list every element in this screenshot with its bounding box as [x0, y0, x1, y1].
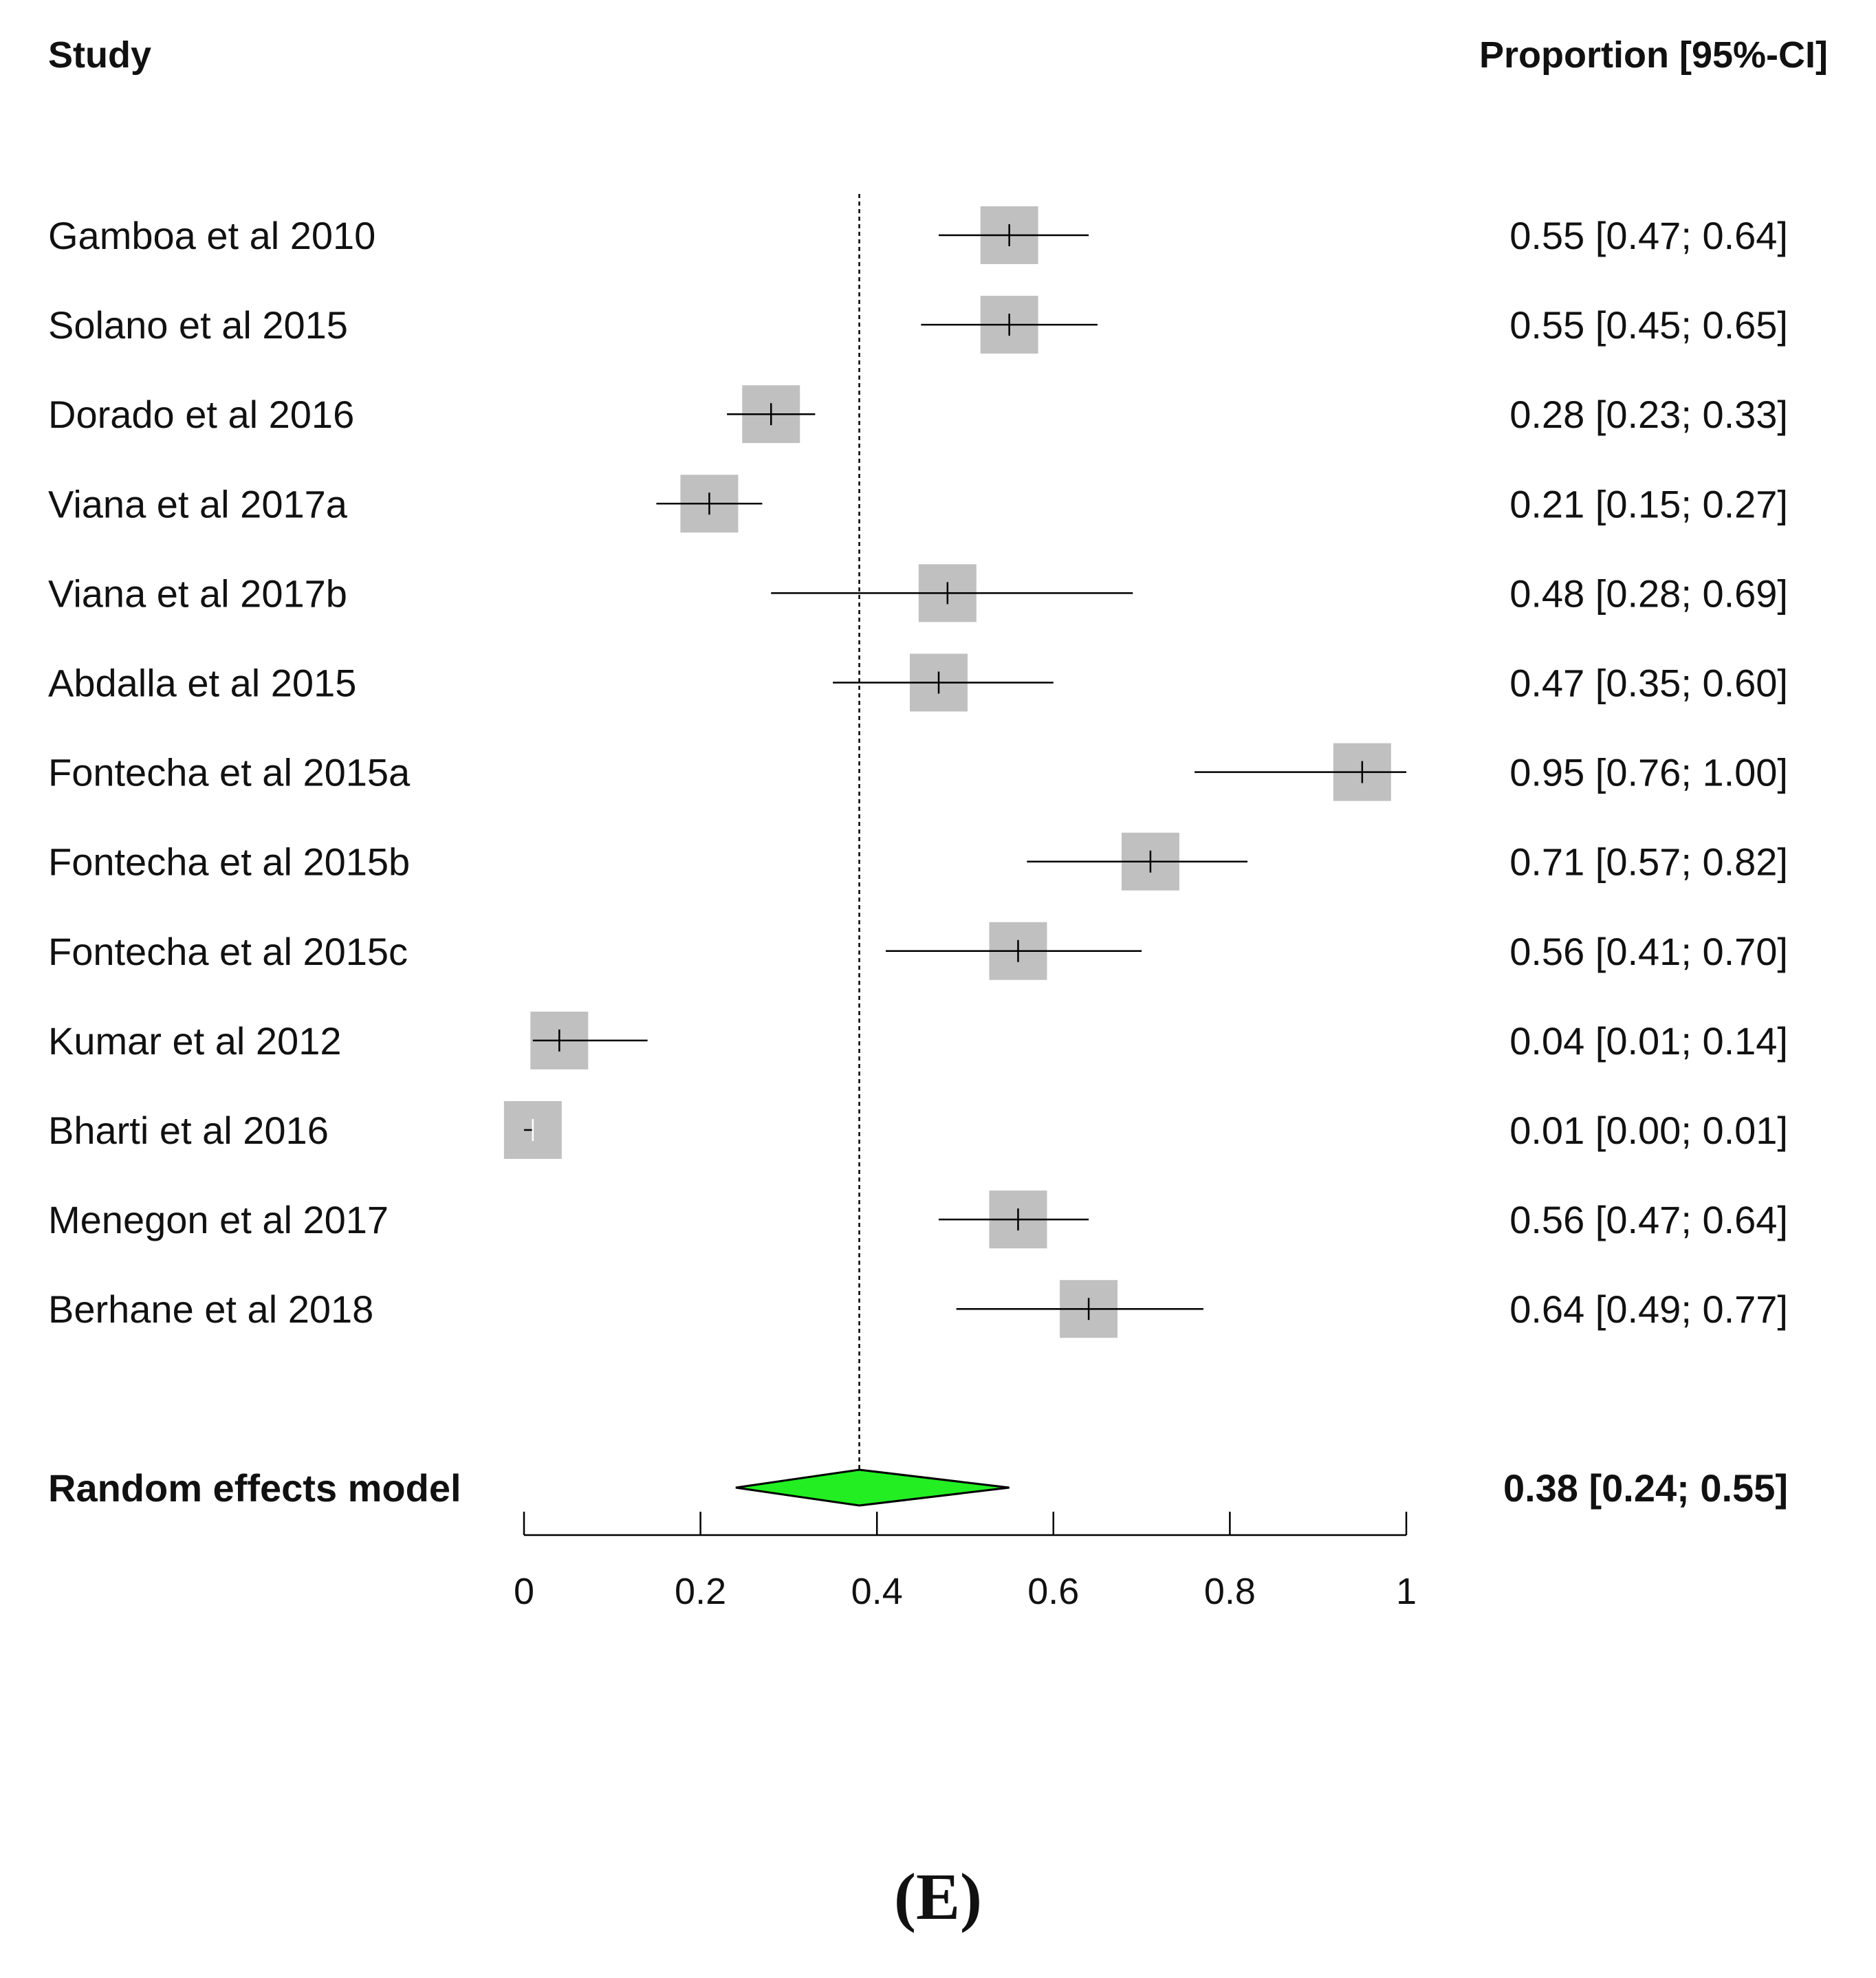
- study-row: Fontecha et al 2015c 0.56 [0.41; 0.70]: [48, 922, 1788, 980]
- study-label: Abdalla et al 2015: [48, 662, 356, 705]
- pooled-diamond: [735, 1468, 1010, 1507]
- study-label: Dorado et al 2016: [48, 393, 354, 436]
- study-label: Fontecha et al 2015c: [48, 930, 408, 973]
- axis-tick-label: 0: [514, 1571, 534, 1612]
- header-study: Study: [48, 34, 151, 76]
- study-row: Fontecha et al 2015b 0.71 [0.57; 0.82]: [48, 832, 1788, 891]
- study-ci-text: 0.95 [0.76; 1.00]: [1509, 751, 1788, 794]
- study-ci-text: 0.64 [0.49; 0.77]: [1509, 1287, 1788, 1331]
- header-proportion: Proportion [95%-CI]: [1479, 34, 1828, 76]
- study-ci-text: 0.48 [0.28; 0.69]: [1509, 572, 1788, 615]
- study-label: Fontecha et al 2015a: [48, 751, 411, 794]
- axis-tick-label: 0.4: [851, 1571, 903, 1612]
- panel-label: (E): [894, 1860, 982, 1933]
- study-ci-text: 0.28 [0.23; 0.33]: [1509, 393, 1788, 436]
- study-label: Solano et al 2015: [48, 303, 348, 347]
- axis-tick-label: 1: [1396, 1571, 1417, 1612]
- study-rows: Gamboa et al 2010 0.55 [0.47; 0.64] Solano…: [48, 206, 1788, 1338]
- axis-tick-label: 0.6: [1027, 1571, 1079, 1612]
- study-ci-text: 0.56 [0.41; 0.70]: [1509, 930, 1788, 973]
- study-ci-text: 0.71 [0.57; 0.82]: [1509, 840, 1788, 884]
- study-label: Berhane et al 2018: [48, 1287, 373, 1331]
- pooled-label: Random effects model: [48, 1466, 461, 1510]
- study-row: Berhane et al 2018 0.64 [0.49; 0.77]: [48, 1280, 1788, 1338]
- axis-tick-label: 0.2: [675, 1571, 726, 1612]
- study-row: Dorado et al 2016 0.28 [0.23; 0.33]: [48, 385, 1788, 444]
- study-label: Viana et al 2017b: [48, 572, 347, 615]
- study-ci-text: 0.01 [0.00; 0.01]: [1509, 1109, 1788, 1152]
- x-axis: 0 0.2 0.4 0.6 0.8 1: [514, 1512, 1417, 1612]
- pooled-ci-text: 0.38 [0.24; 0.55]: [1503, 1466, 1788, 1510]
- study-ci-text: 0.04 [0.01; 0.14]: [1509, 1019, 1788, 1063]
- study-label: Kumar et al 2012: [48, 1019, 341, 1063]
- study-row: Fontecha et al 2015a 0.95 [0.76; 1.00]: [48, 743, 1788, 801]
- study-ci-text: 0.55 [0.45; 0.65]: [1509, 303, 1788, 347]
- study-row: Kumar et al 2012 0.04 [0.01; 0.14]: [48, 1011, 1788, 1069]
- study-ci-text: 0.56 [0.47; 0.64]: [1509, 1198, 1788, 1241]
- study-row: Menegon et al 2017 0.56 [0.47; 0.64]: [48, 1191, 1788, 1249]
- study-label: Menegon et al 2017: [48, 1198, 389, 1241]
- study-label: Bharti et al 2016: [48, 1109, 329, 1152]
- study-ci-text: 0.55 [0.47; 0.64]: [1509, 214, 1788, 257]
- study-row: Bharti et al 2016 0.01 [0.00; 0.01]: [48, 1101, 1788, 1159]
- study-row: Gamboa et al 2010 0.55 [0.47; 0.64]: [48, 206, 1788, 264]
- study-ci-text: 0.21 [0.15; 0.27]: [1509, 482, 1788, 525]
- study-label: Viana et al 2017a: [48, 482, 348, 525]
- study-ci-text: 0.47 [0.35; 0.60]: [1509, 662, 1788, 705]
- study-row: Abdalla et al 2015 0.47 [0.35; 0.60]: [48, 653, 1788, 712]
- pooled-row: Random effects model 0.38 [0.24; 0.55]: [48, 1466, 1788, 1510]
- study-row: Viana et al 2017b 0.48 [0.28; 0.69]: [48, 564, 1788, 622]
- study-row: Viana et al 2017a 0.21 [0.15; 0.27]: [48, 475, 1788, 533]
- study-label: Fontecha et al 2015b: [48, 840, 410, 884]
- study-row: Solano et al 2015 0.55 [0.45; 0.65]: [48, 296, 1788, 354]
- axis-tick-label: 0.8: [1204, 1571, 1256, 1612]
- study-label: Gamboa et al 2010: [48, 214, 375, 257]
